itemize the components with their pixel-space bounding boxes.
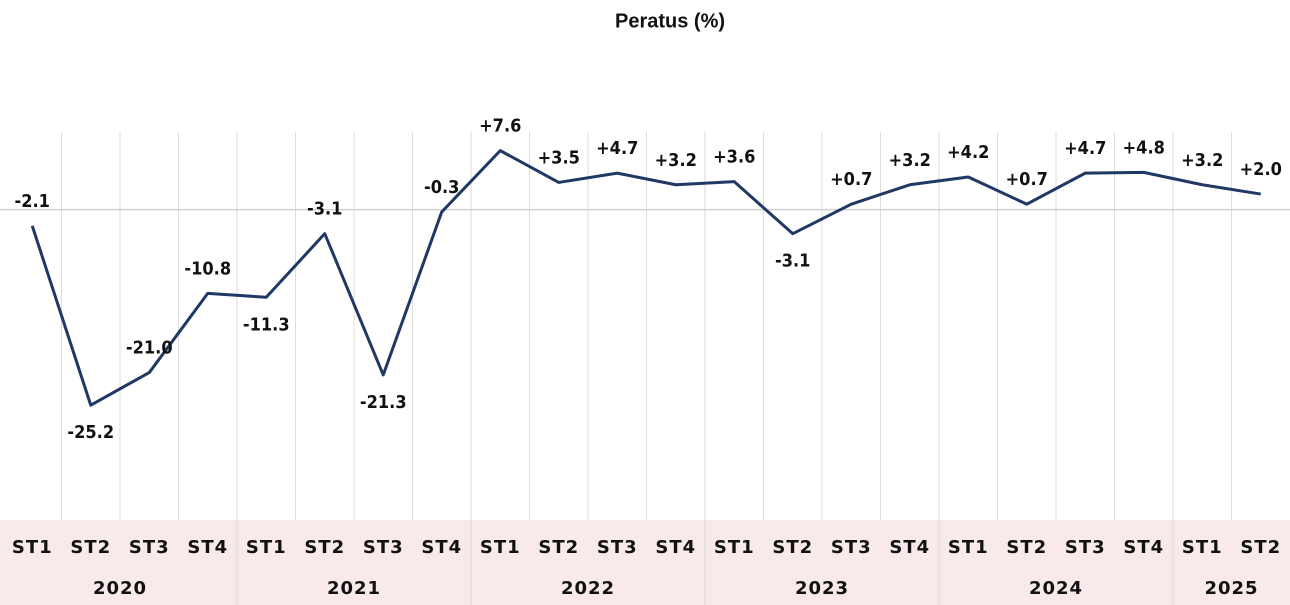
group-label: 2020 [93,578,147,599]
x-tick-label: ST3 [1065,537,1106,558]
x-tick-label: ST3 [363,537,404,558]
data-label: -10.8 [184,258,231,279]
group-label: 2022 [561,578,615,599]
x-tick-label: ST3 [129,537,170,558]
x-tick-label: ST1 [480,537,521,558]
x-tick-label: ST4 [187,537,228,558]
data-line [30,149,1261,407]
x-tick-label: ST3 [597,537,638,558]
data-label: +3.6 [713,147,755,168]
x-tick-label: ST1 [714,537,755,558]
data-label: -3.1 [307,199,342,220]
group-label: 2023 [795,578,849,599]
x-tick-label: ST2 [304,537,345,558]
x-tick-label: ST1 [948,537,989,558]
x-tick-label: ST1 [12,537,53,558]
data-label: +2.0 [1240,159,1282,180]
x-tick-label: ST2 [1006,537,1047,558]
chart-title: Peratus (%) [615,10,725,32]
group-label: 2025 [1204,578,1258,599]
data-label: +3.2 [1181,150,1223,171]
x-tick-label: ST4 [1123,537,1164,558]
x-tick-label: ST2 [70,537,111,558]
group-label: 2024 [1029,578,1083,599]
data-label: +4.7 [596,138,638,159]
data-label: +0.7 [1006,169,1048,190]
data-label: +4.7 [1064,138,1106,159]
x-tick-label: ST2 [538,537,579,558]
data-label: -25.2 [67,422,114,443]
data-label: -21.3 [360,392,407,413]
x-tick-label: ST2 [1240,537,1281,558]
data-label: +3.2 [889,150,931,171]
data-label: -2.1 [15,191,50,212]
x-tick-label: ST2 [772,537,813,558]
data-label: -11.3 [243,314,290,335]
data-label: +7.6 [479,116,521,137]
data-label: +3.2 [655,150,697,171]
data-label: -3.1 [775,251,810,272]
group-label: 2021 [327,578,381,599]
x-tick-label: ST1 [246,537,287,558]
x-tick-label: ST1 [1182,537,1223,558]
data-label: +3.5 [538,147,580,168]
data-label: -0.3 [424,177,459,198]
data-label: +4.2 [947,142,989,163]
category-band [0,520,1290,605]
data-label: +4.8 [1123,137,1165,158]
data-label: +0.7 [830,169,872,190]
x-tick-label: ST4 [421,537,462,558]
data-label: -21.0 [126,338,173,359]
x-tick-label: ST4 [655,537,696,558]
x-tick-label: ST4 [889,537,930,558]
x-tick-label: ST3 [831,537,872,558]
